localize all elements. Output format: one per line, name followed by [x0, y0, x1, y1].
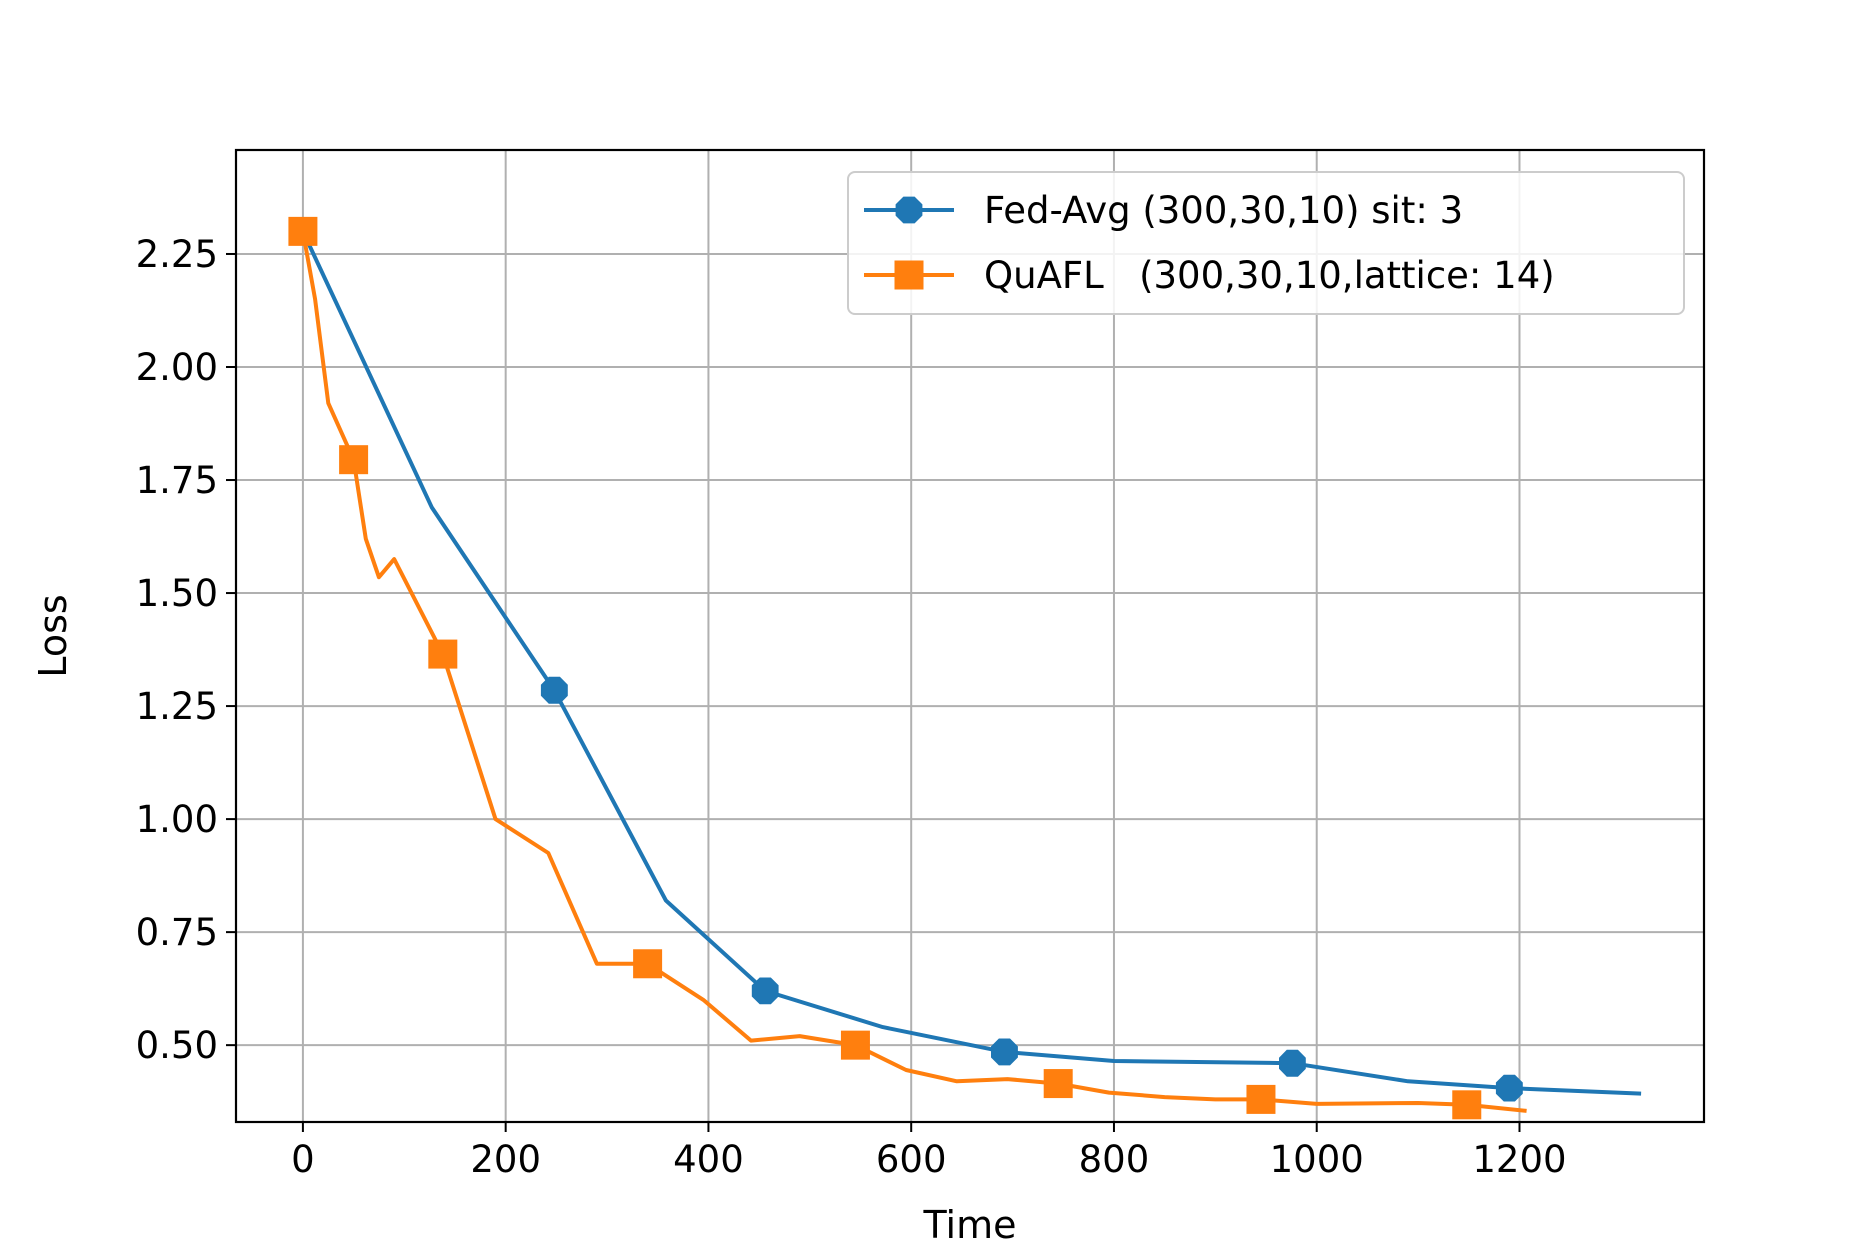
series-marker: [1043, 1069, 1073, 1099]
y-tick-label: 2.00: [136, 346, 218, 389]
legend-label: QuAFL (300,30,10,lattice: 14): [984, 254, 1555, 297]
x-tick-label: 1200: [1472, 1138, 1566, 1181]
plot-series: [288, 216, 1642, 1120]
series-marker: [633, 949, 663, 979]
legend-label: Fed-Avg (300,30,10) sit: 3: [984, 189, 1463, 232]
series-line: [300, 228, 1642, 1096]
y-tick-label: 1.00: [136, 798, 218, 841]
y-tick-label: 1.75: [136, 459, 218, 502]
y-tick-label: 1.25: [136, 685, 218, 728]
series-marker: [339, 445, 369, 475]
series-marker: [288, 216, 318, 246]
series-marker: [1279, 1049, 1306, 1077]
series-marker: [1246, 1084, 1276, 1114]
legend-marker: [894, 260, 924, 290]
y-tick-label: 1.50: [136, 572, 218, 615]
legend-box: [847, 171, 1685, 315]
x-tick-label: 200: [470, 1138, 541, 1181]
series-marker: [1495, 1074, 1523, 1102]
series-marker: [840, 1030, 870, 1060]
series-marker: [991, 1038, 1018, 1066]
x-tick-label: 600: [876, 1138, 947, 1181]
series-1: [300, 228, 1642, 1102]
x-axis-title: Time: [923, 1203, 1017, 1246]
y-tick-label: 0.50: [136, 1024, 218, 1067]
legend-item: Fed-Avg (300,30,10) sit: 3: [864, 189, 1463, 232]
legend-item: QuAFL (300,30,10,lattice: 14): [864, 254, 1555, 297]
series-marker: [1452, 1090, 1482, 1120]
x-tick-label: 400: [673, 1138, 744, 1181]
series-marker: [751, 977, 779, 1005]
x-tick-label: 800: [1079, 1138, 1150, 1181]
x-tick-label: 0: [291, 1138, 315, 1181]
y-axis-title: Loss: [31, 594, 75, 677]
y-tick-label: 0.75: [136, 911, 218, 954]
series-2: [288, 216, 1527, 1120]
x-tick-label: 1000: [1270, 1138, 1364, 1181]
axis-ticks: 0 200 400 600 800 1000 1200 0.50 0.75 1.00 1.25 1.5…: [136, 233, 1567, 1181]
series-marker: [540, 676, 568, 704]
y-tick-label: 2.25: [136, 233, 218, 276]
plot-frame: [234, 148, 1706, 1124]
legend-marker: [895, 196, 923, 224]
legend: Fed-Avg (300,30,10) sit: 3 QuAFL (300,30,…: [847, 171, 1685, 315]
series-line: [300, 229, 1527, 1113]
series-marker: [428, 639, 458, 669]
